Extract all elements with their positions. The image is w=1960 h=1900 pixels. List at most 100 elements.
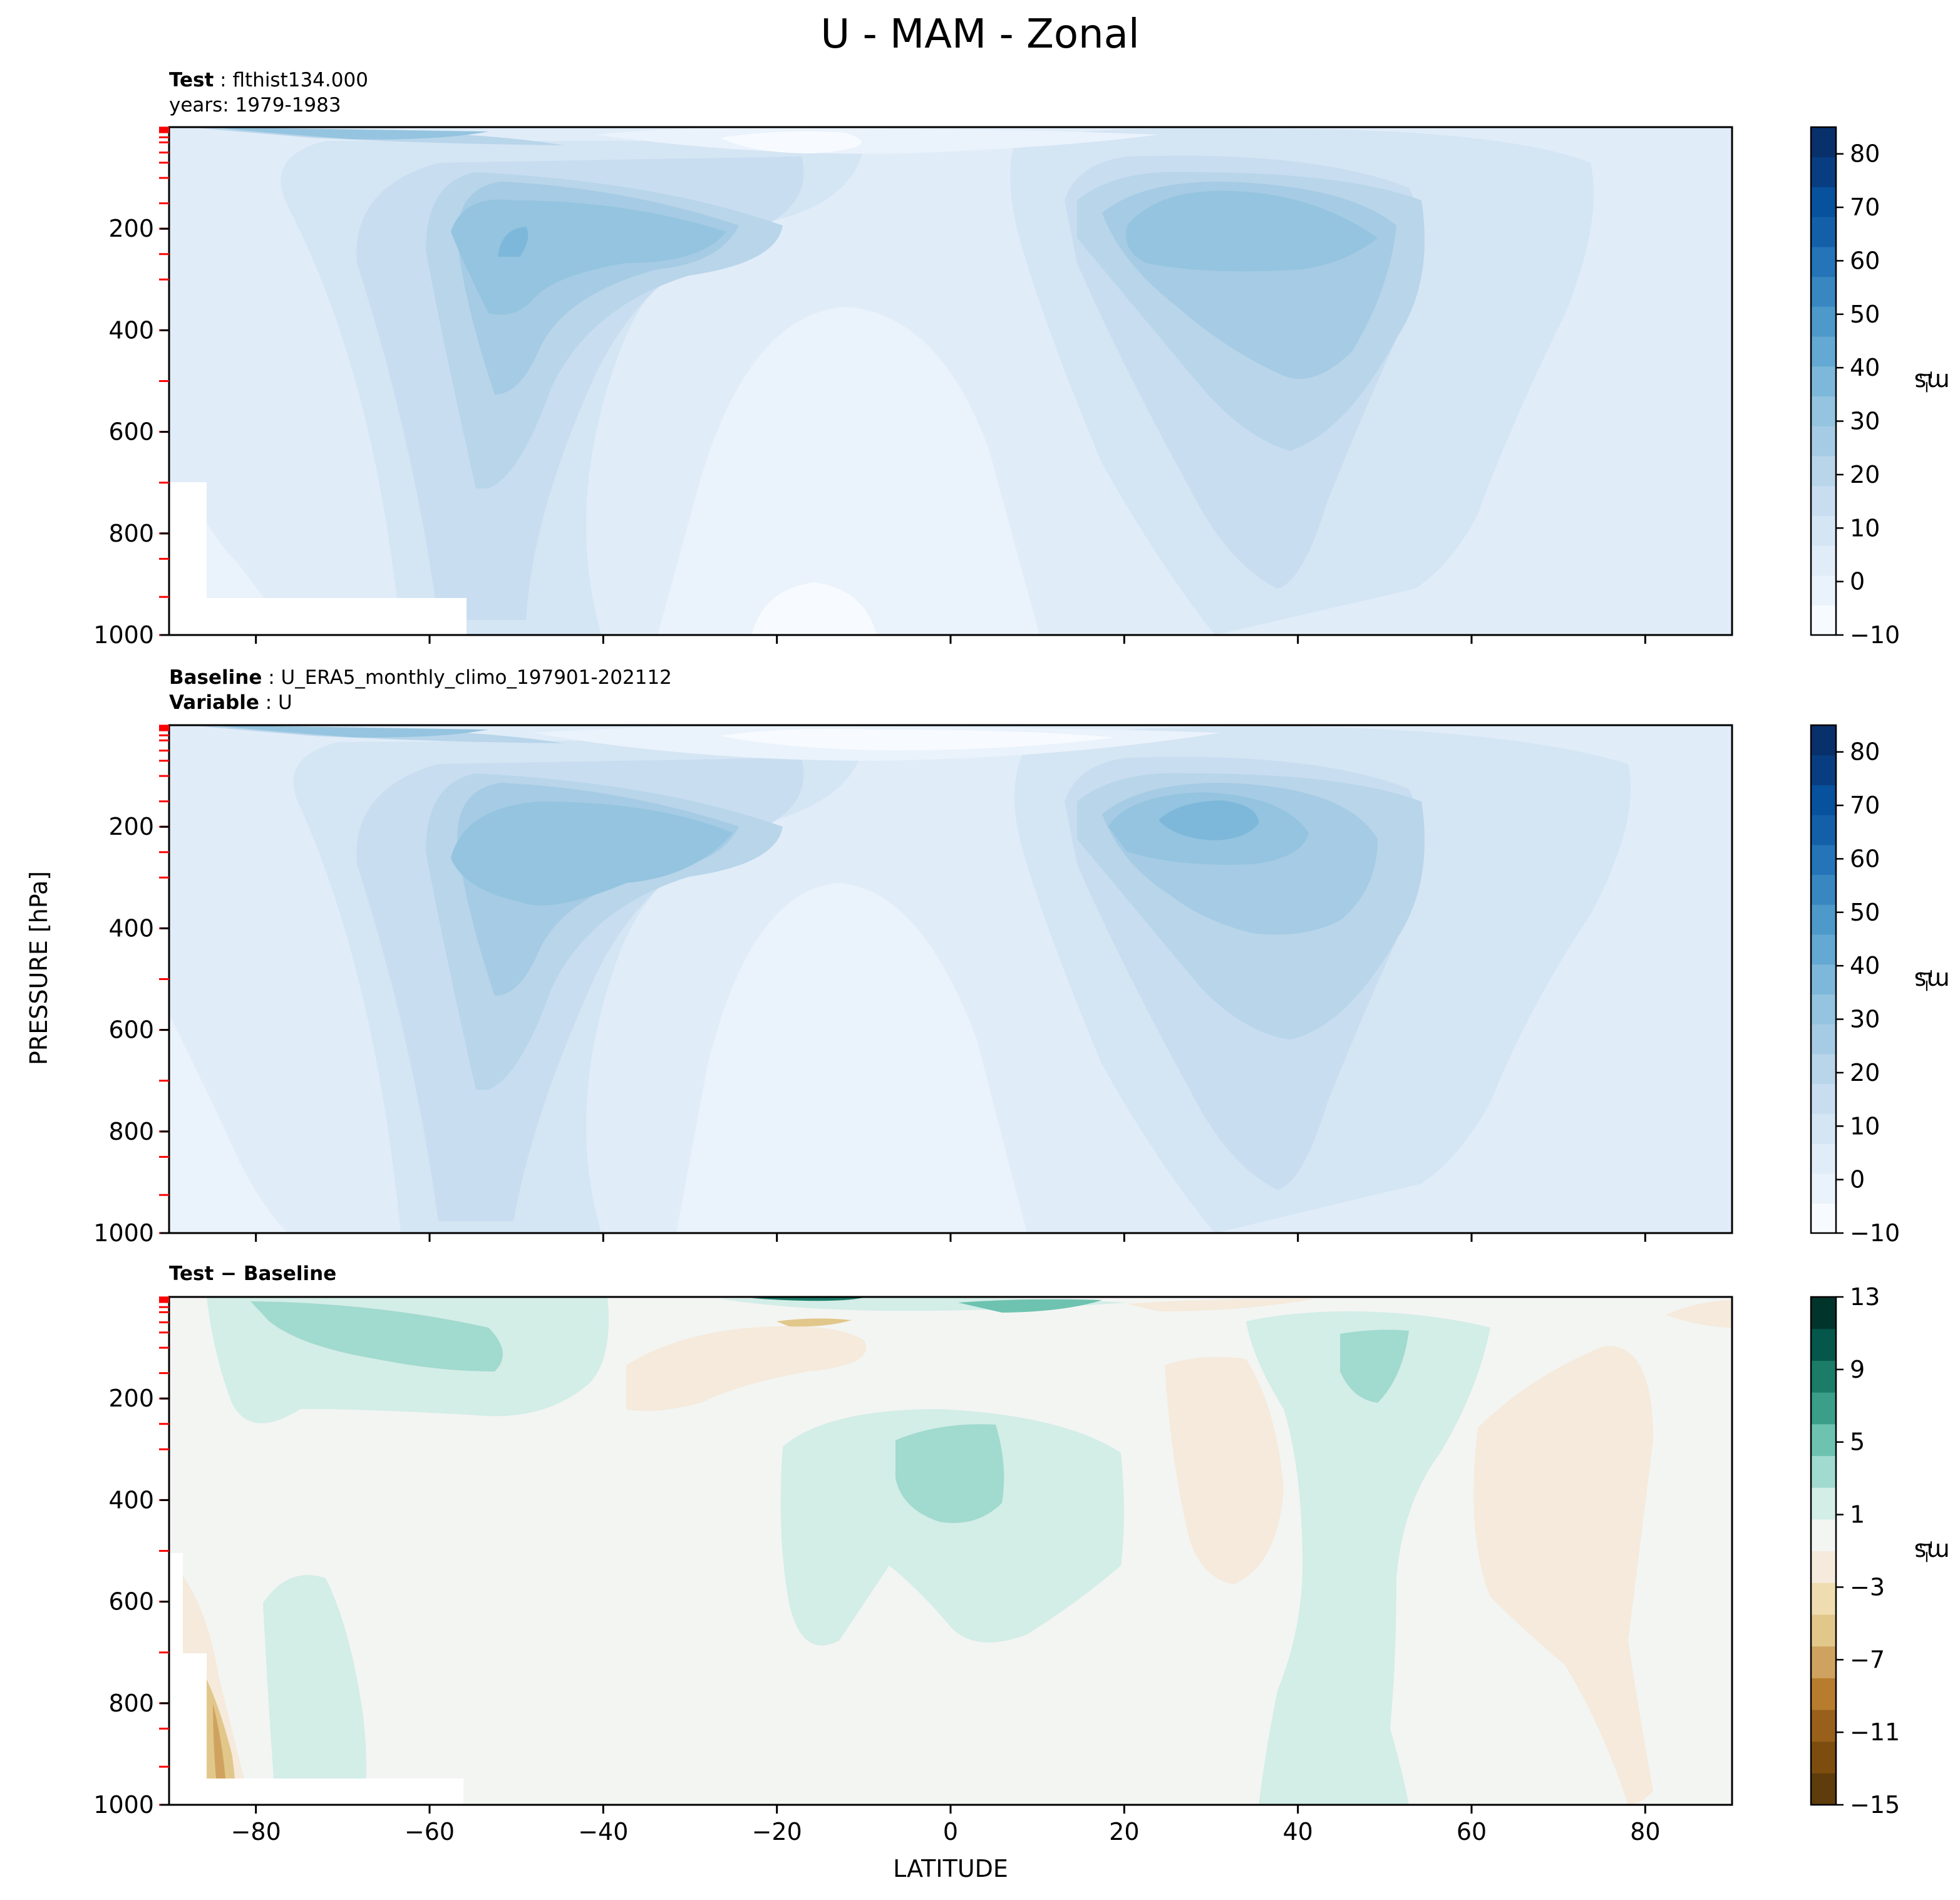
colorbar-segment: [1811, 157, 1836, 188]
strat-dipole-core: [958, 1299, 1102, 1313]
tropical-weak-wind: [658, 307, 1039, 635]
colorbar-tick-label: 40: [1850, 952, 1880, 979]
positive-lowlevel: [263, 1575, 366, 1805]
colorbar-segment: [1811, 276, 1836, 307]
negative-band: [1473, 1346, 1653, 1805]
colorbar-tick-label: 40: [1850, 354, 1880, 381]
colorbar-segment: [1811, 1709, 1836, 1742]
colorbar-segment: [1811, 1328, 1836, 1361]
colorbar-segment: [1811, 485, 1836, 516]
x-tick-label: −40: [578, 1818, 628, 1846]
colorbar-tick-label: −15: [1850, 1791, 1900, 1819]
positive-core: [1340, 1329, 1409, 1403]
pressure-level-ticks: [159, 725, 169, 1234]
positive-core: [250, 1301, 503, 1371]
colorbar-segment: [1811, 1083, 1836, 1114]
x-tick-label: 80: [1630, 1818, 1660, 1846]
y-tick-label: 600: [108, 1016, 154, 1044]
colorbar-segment: [1811, 1741, 1836, 1774]
y-tick-label: 1000: [93, 1791, 154, 1819]
colorbar-segment: [1811, 755, 1836, 786]
colorbar-segment: [1811, 426, 1836, 457]
colorbar-tick-label: 10: [1850, 514, 1880, 542]
colorbar-tick-label: 50: [1850, 899, 1880, 926]
y-tick-label: 1000: [93, 1219, 154, 1247]
colorbar-tick-label: 70: [1850, 194, 1880, 221]
colorbar-segment: [1811, 785, 1836, 815]
strat-negative-core: [776, 1318, 852, 1327]
colorbar-tick-label: 80: [1850, 738, 1880, 766]
strat-westerlies-core: [213, 127, 488, 140]
colorbar-segment: [1811, 545, 1836, 576]
panel-title-test: Test : flthist134.000 years: 1979-1983: [169, 69, 368, 116]
y-tick-label: 400: [108, 316, 154, 344]
colorbar-segment: [1811, 1392, 1836, 1425]
colorbar-segment: [1811, 1173, 1836, 1204]
y-tick-label: 200: [108, 215, 154, 242]
colorbar-segment: [1811, 994, 1836, 1025]
negative-band: [1165, 1356, 1284, 1584]
axes-test: 200 400 600 800 1000: [93, 215, 1646, 649]
colorbar-tick-label: 30: [1850, 408, 1880, 435]
colorbar-segment: [1811, 575, 1836, 606]
colorbar-tick-label: 9: [1850, 1356, 1865, 1383]
pressure-level-ticks: [159, 126, 169, 636]
y-tick-label: 200: [108, 813, 154, 840]
colorbar-segment: [1811, 725, 1836, 756]
x-tick-label: 60: [1457, 1818, 1487, 1846]
colorbar-segment: [1811, 1423, 1836, 1457]
nh-jet-core: [1126, 190, 1378, 272]
strat-westerlies-core: [213, 725, 488, 738]
colorbar-tick-label: 0: [1850, 568, 1865, 596]
colorbar-tick-label: 0: [1850, 1166, 1865, 1194]
y-tick-label: 600: [108, 1588, 154, 1616]
colorbar-segment: [1811, 1455, 1836, 1488]
colorbar-tick-label: −11: [1850, 1718, 1900, 1746]
colorbar-segment: [1811, 1297, 1836, 1329]
sh-jet-core: [498, 227, 529, 257]
y-tick-label: 600: [108, 418, 154, 446]
colorbar-segment: [1811, 1614, 1836, 1647]
colorbar-segment: [1811, 515, 1836, 546]
heatmap-baseline: 200 400 600 800 1000: [93, 724, 1733, 1247]
colorbar-segment: [1811, 306, 1836, 337]
colorbar-segment: [1811, 187, 1836, 217]
positive-core: [895, 1424, 1004, 1523]
colorbar-segment: [1811, 1678, 1836, 1710]
heatmap-test: 200 400 600 800 1000: [93, 126, 1733, 649]
colorbar-segment: [1811, 1773, 1836, 1805]
sh-jet-core: [451, 802, 733, 906]
colorbar-tick-label: 10: [1850, 1112, 1880, 1140]
colorbar-tick-label: 60: [1850, 845, 1880, 872]
colorbar-segment: [1811, 1053, 1836, 1085]
colorbar-segment: [1811, 1582, 1836, 1615]
colorbar-segment: [1811, 1360, 1836, 1393]
heatmap-diff: −80 −60 −40 −20 0 20 40 60 80 200 400 600 800 1000: [93, 1296, 1733, 1846]
y-tick-label: 400: [108, 1486, 154, 1514]
colorbar-baseline: −10 0 10 20 30 40 50 60 70 80: [1810, 724, 1900, 1247]
colorbar-segment: [1811, 815, 1836, 845]
axes-baseline: 200 400 600 800 1000: [93, 813, 1646, 1247]
easterlies-core: [720, 131, 862, 153]
colorbar-segment: [1811, 1487, 1836, 1520]
colorbar-tick-label: −3: [1850, 1573, 1885, 1601]
nh-jet-core: [1158, 800, 1259, 840]
colorbar-segment: [1811, 217, 1836, 247]
terrain-mask: [169, 598, 467, 635]
contour-fill-test: [169, 127, 1732, 635]
contour-fill-baseline: [169, 725, 1732, 1233]
colorbar-segment: [1811, 127, 1836, 158]
strat-dipole-core: [751, 1297, 864, 1301]
colorbar-segment: [1811, 1143, 1836, 1174]
terrain-mask: [169, 1779, 463, 1805]
x-tick-label: 0: [943, 1818, 958, 1846]
colorbar-segment: [1811, 336, 1836, 367]
colorbar-segment: [1811, 1646, 1836, 1678]
x-tick-label: 20: [1109, 1818, 1139, 1846]
colorbar-segment: [1811, 366, 1836, 396]
negative-patch: [626, 1326, 867, 1412]
colorbar-segment: [1811, 934, 1836, 965]
colorbar-tick-label: 20: [1850, 461, 1880, 488]
panel-title-diff: Test − Baseline: [169, 1262, 337, 1285]
figure-title: U - MAM - Zonal: [820, 11, 1140, 58]
